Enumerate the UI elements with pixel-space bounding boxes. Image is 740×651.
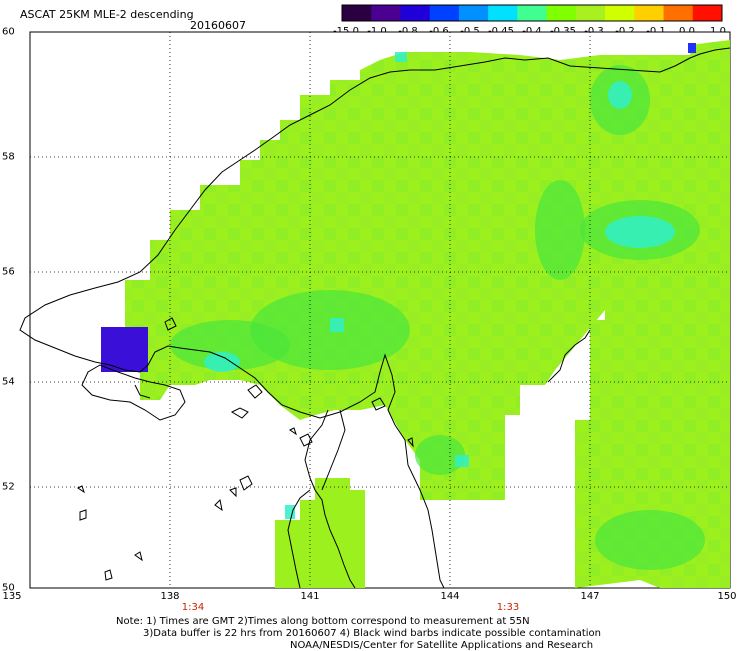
colorbar-cell (605, 5, 635, 21)
longitude-label: 147 (580, 591, 600, 602)
longitude-label: 135 (2, 591, 22, 602)
colorbar-cell (458, 5, 489, 21)
colorbar-cell (663, 5, 694, 21)
longitude-label: 138 (160, 591, 180, 602)
map-date: 20160607 (190, 19, 246, 32)
longitude-label: 141 (300, 591, 320, 602)
latitude-label: 60 (2, 26, 15, 38)
graticule (30, 32, 730, 588)
latitude-label: 50 (2, 582, 15, 594)
colorbar-cell (429, 5, 460, 21)
colorbar-cell (371, 5, 401, 21)
pass-time-label: 1:34 (181, 602, 205, 613)
colorbar-cell (546, 5, 577, 21)
colorbar-cell (400, 5, 431, 21)
colorbar-cell (488, 5, 518, 21)
colorbar-cell (692, 5, 723, 21)
note-line-2: 3)Data buffer is 22 hrs from 20160607 4)… (143, 628, 601, 639)
note-line-3: NOAA/NESDIS/Center for Satellite Applica… (290, 640, 594, 651)
longitude-label: 150 (717, 591, 737, 602)
data-swath (125, 40, 730, 588)
colorbar-cell (575, 5, 606, 21)
latitude-label: 54 (2, 376, 15, 388)
data-patches (170, 52, 705, 570)
anomaly-block (101, 327, 148, 372)
note-line-1: Note: 1) Times are GMT 2)Times along bot… (116, 616, 530, 627)
pass-time-label: 1:33 (496, 602, 520, 613)
longitude-label: 144 (440, 591, 460, 602)
coastline (19, 47, 731, 589)
latitude-label: 56 (2, 266, 15, 278)
latitude-label: 58 (2, 151, 15, 163)
colorbar-cell (342, 5, 372, 21)
map-title: ASCAT 25KM MLE-2 descending (20, 8, 194, 21)
latitude-label: 52 (2, 481, 15, 493)
colorbar-cell (634, 5, 665, 21)
colorbar-cell (517, 5, 548, 21)
blue-pixel (688, 43, 696, 53)
